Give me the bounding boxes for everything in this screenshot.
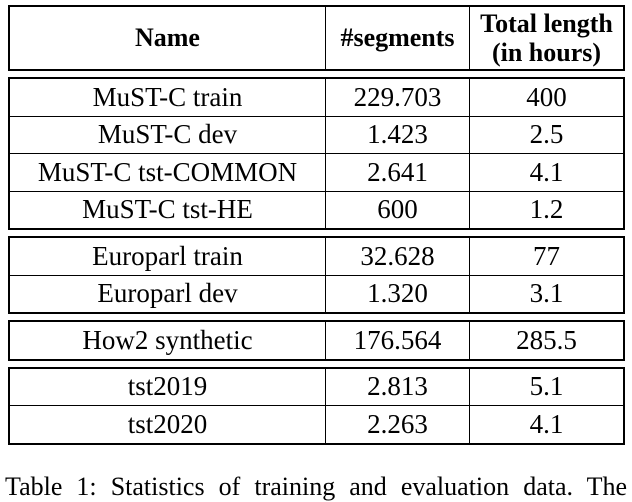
segments-cell: 1.423 [325,116,469,153]
dataset-name-cell: Europarl train [92,240,243,271]
dataset-name-cell: MuST-C dev [97,119,238,150]
segments-cell: 1.320 [325,275,469,312]
dataset-name-cell: MuST-C tst-HE [82,194,253,225]
hours-cell: 5.1 [469,368,623,405]
hours-cell: 2.5 [469,116,623,153]
hours-cell: 4.1 [469,406,623,443]
table-row: Europarl dev 1.320 3.1 [10,274,623,312]
segments-cell: 2.813 [325,368,469,405]
header-total-length-line1: Total length [480,8,613,38]
dataset-name-cell: How2 synthetic [82,324,253,355]
hours-cell: 77 [469,238,623,275]
dataset-name-cell: MuST-C tst-COMMON [37,156,298,187]
table-row: MuST-C tst-COMMON 2.641 4.1 [10,153,623,191]
table-row: How2 synthetic 176.564 285.5 [10,322,623,359]
header-segments: #segments [325,7,469,69]
dataset-name-cell: MuST-C train [92,81,243,112]
segments-cell: 2.263 [325,406,469,443]
header-total-length: Total length (in hours) [469,7,623,69]
dataset-name-cell: tst2020 [127,408,208,439]
hours-cell: 400 [469,79,623,116]
statistics-table: Name #segments Total length (in hours) M… [8,5,625,451]
header-row: Name #segments Total length (in hours) [10,7,623,69]
segments-cell: 229.703 [325,79,469,116]
dataset-name-cell: tst2019 [127,371,208,402]
table-row: tst2020 2.263 4.1 [10,405,623,443]
hours-cell: 3.1 [469,275,623,312]
dataset-name-cell: Europarl dev [97,278,238,309]
hours-cell: 1.2 [469,191,623,228]
table-header: Name #segments Total length (in hours) [8,5,625,71]
group-how2: How2 synthetic 176.564 285.5 [8,320,625,361]
table-row: tst2019 2.813 5.1 [10,368,623,405]
table-row: MuST-C train 229.703 400 [10,79,623,116]
segments-cell: 32.628 [325,238,469,275]
table-row: MuST-C dev 1.423 2.5 [10,115,623,153]
header-total-length-line2: (in hours) [491,38,602,67]
hours-cell: 4.1 [469,154,623,191]
segments-cell: 2.641 [325,154,469,191]
hours-cell: 285.5 [469,322,623,359]
segments-cell: 176.564 [325,322,469,359]
table-row: MuST-C tst-HE 600 1.2 [10,190,623,228]
group-mustc: MuST-C train 229.703 400 MuST-C dev 1.42… [8,77,625,230]
group-testsets: tst2019 2.813 5.1 tst2020 2.263 4.1 [8,366,625,445]
segments-cell: 600 [325,191,469,228]
header-name: Name [135,23,200,53]
group-europarl: Europarl train 32.628 77 Europarl dev 1.… [8,236,625,314]
table-row: Europarl train 32.628 77 [10,238,623,275]
table-caption: Table 1: Statistics of training and eval… [5,472,627,501]
